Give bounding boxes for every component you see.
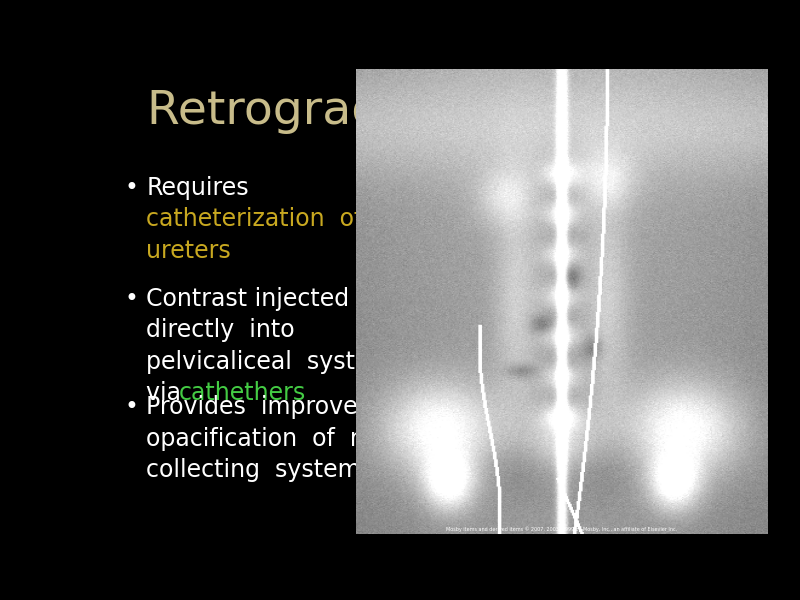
- Text: ureters: ureters: [146, 239, 231, 263]
- Text: cathethers: cathethers: [178, 381, 306, 405]
- Text: Provides  improved: Provides improved: [146, 395, 373, 419]
- Text: •: •: [125, 287, 138, 311]
- Text: opacification  of  renal: opacification of renal: [146, 427, 410, 451]
- Text: pelvicaliceal  system: pelvicaliceal system: [146, 350, 393, 374]
- Text: collecting  system: collecting system: [146, 458, 361, 482]
- Text: directly  into: directly into: [146, 318, 295, 342]
- Text: •: •: [125, 176, 138, 200]
- Text: Requires: Requires: [146, 176, 249, 200]
- Text: •: •: [125, 395, 138, 419]
- Text: catheterization  of: catheterization of: [146, 208, 363, 232]
- Text: Contrast injected: Contrast injected: [146, 287, 350, 311]
- Text: via: via: [146, 381, 189, 405]
- Text: Mosby items and derived items © 2007, 2003, 1999 by Mosby, Inc., an affiliate of: Mosby items and derived items © 2007, 20…: [446, 526, 678, 532]
- Text: Retrograde Urography: Retrograde Urography: [146, 89, 674, 134]
